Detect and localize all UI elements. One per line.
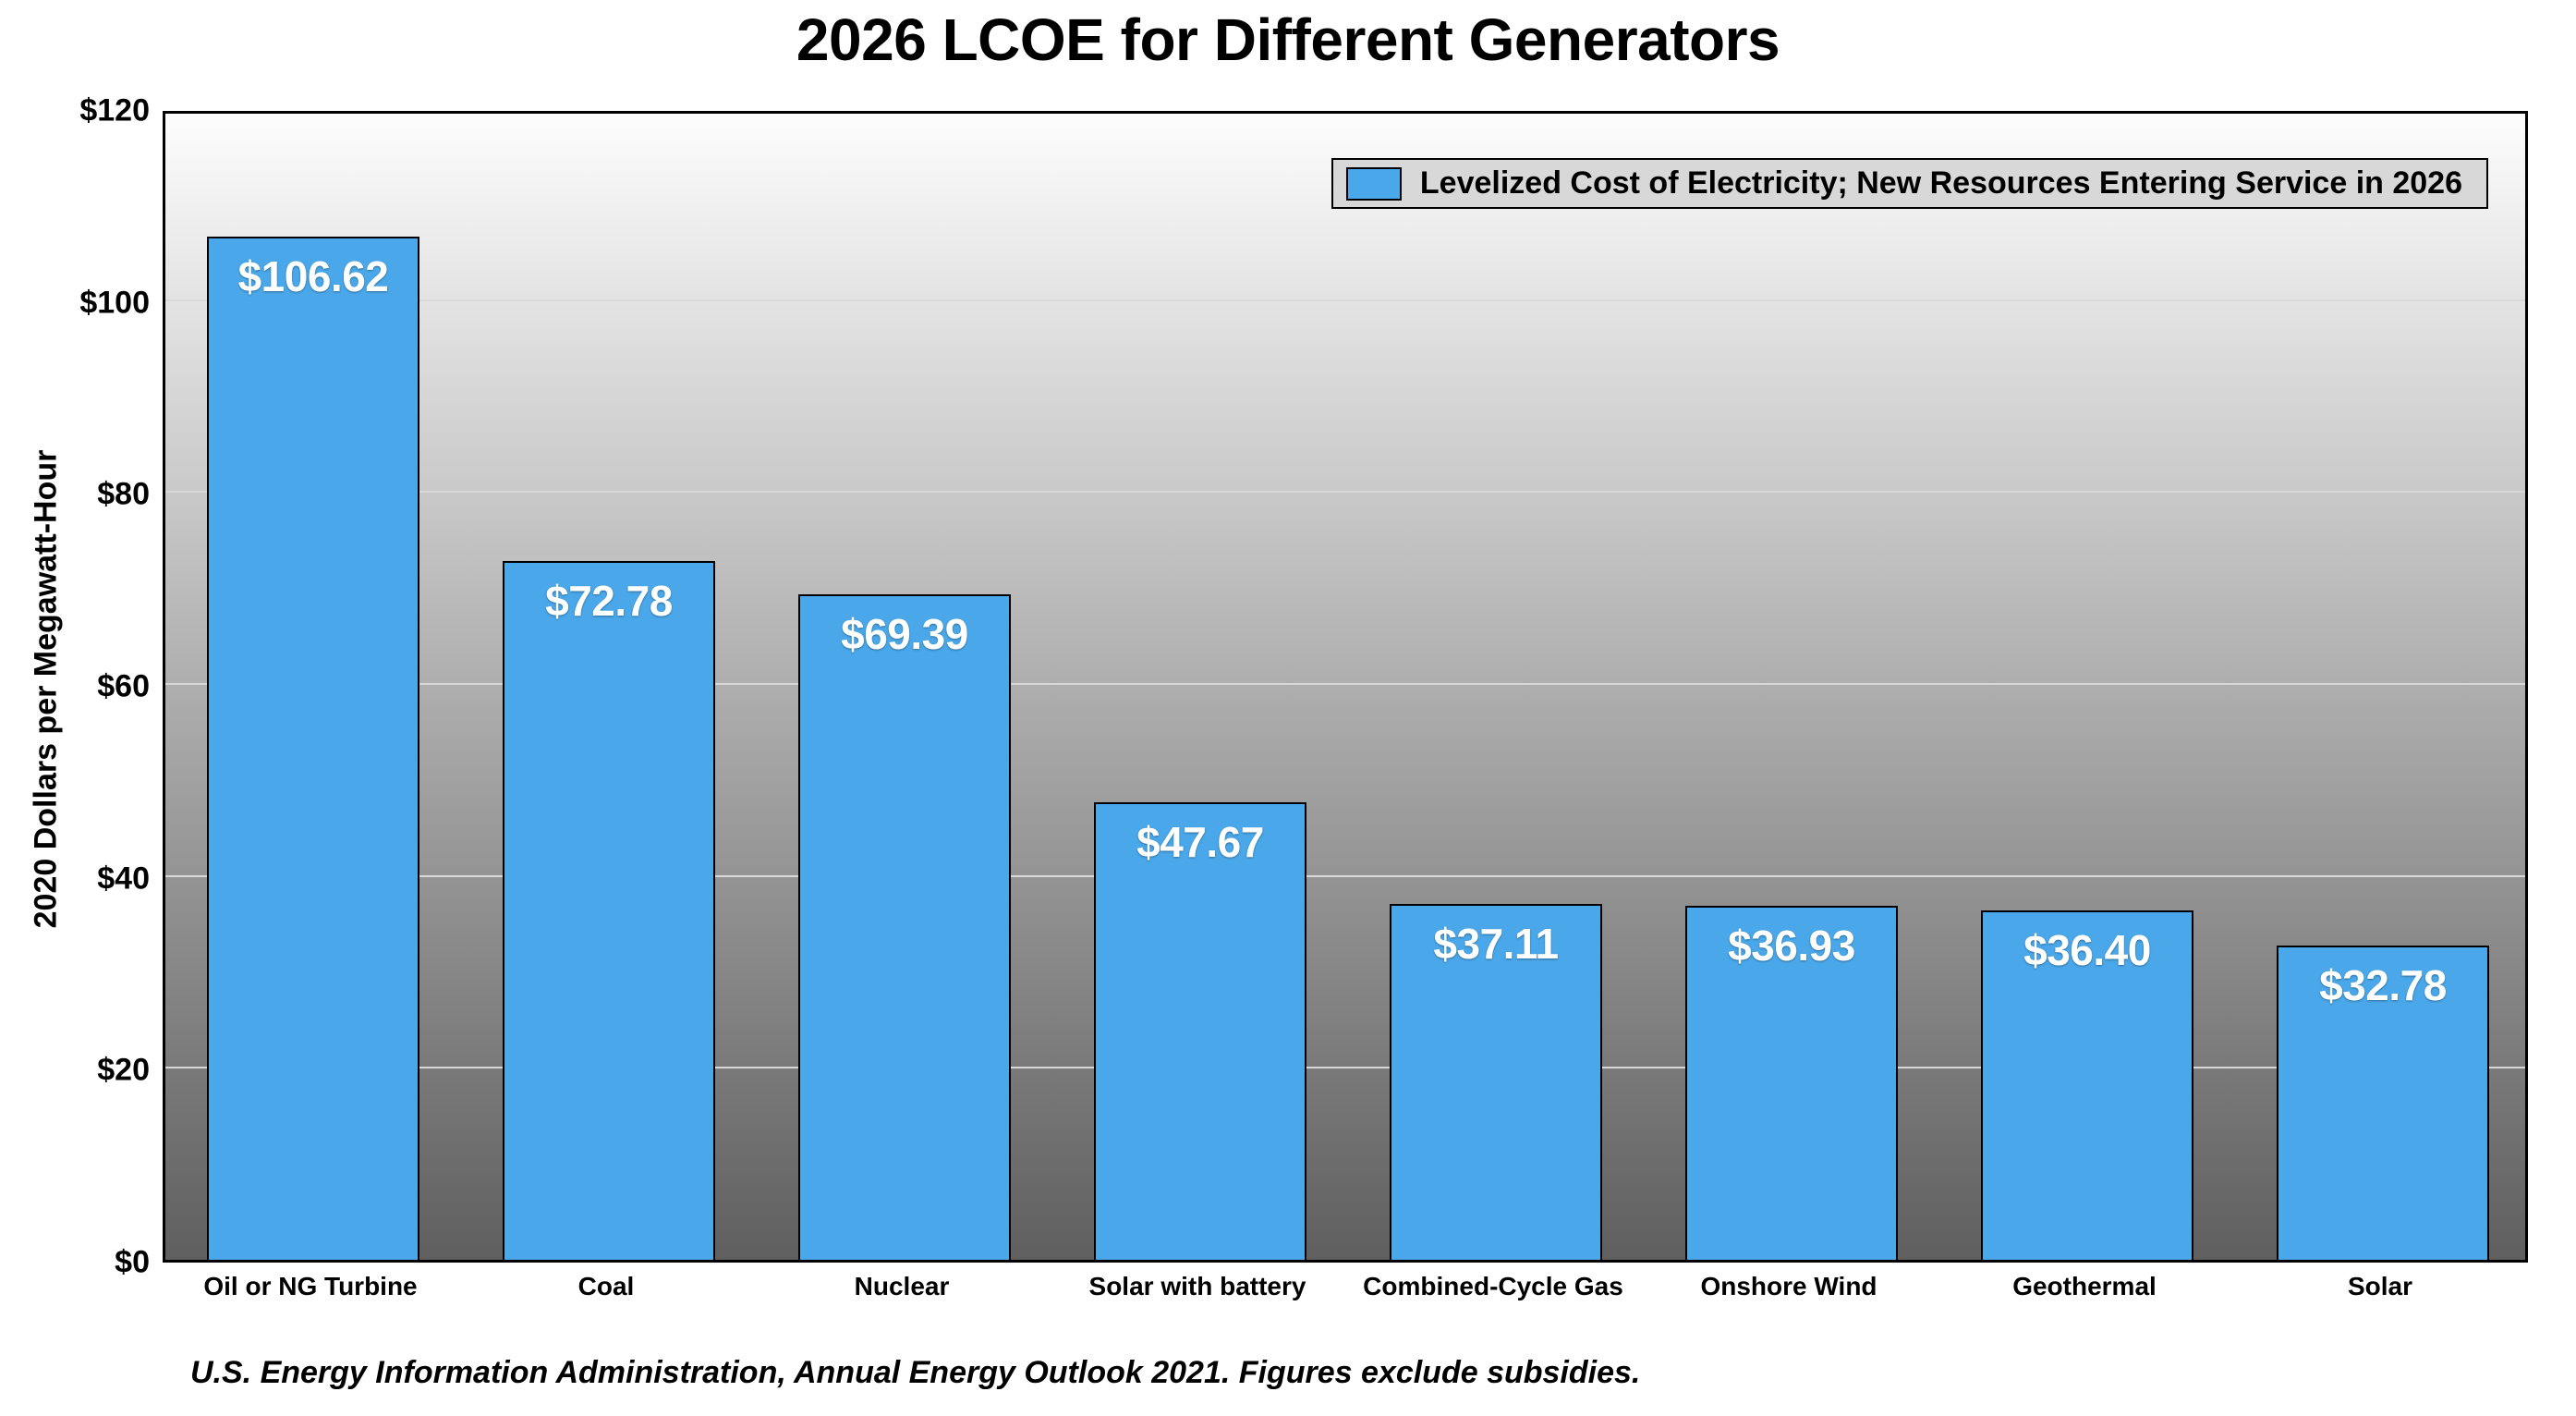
bar-value-label: $72.78 — [545, 576, 673, 626]
bar: $69.39 — [798, 594, 1011, 1260]
bar-value-label: $106.62 — [238, 251, 389, 301]
chart-container: 2026 LCOE for Different Generators 2020 … — [0, 0, 2576, 1416]
legend-swatch — [1346, 167, 1402, 201]
bar-value-label: $32.78 — [2319, 960, 2447, 1010]
bar-value-label: $36.40 — [2023, 925, 2151, 975]
bar-value-label: $69.39 — [841, 609, 968, 659]
y-tick-label: $80 — [97, 477, 150, 513]
bar: $32.78 — [2277, 946, 2489, 1260]
bar: $36.93 — [1685, 906, 1898, 1260]
x-tick-label: Geothermal — [2012, 1272, 2157, 1301]
y-tick-label: $100 — [79, 285, 150, 321]
caption: U.S. Energy Information Administration, … — [190, 1355, 1640, 1391]
y-tick-label: $120 — [79, 93, 150, 129]
x-tick-label: Solar — [2348, 1272, 2412, 1301]
bar-value-label: $47.67 — [1136, 817, 1264, 867]
legend: Levelized Cost of Electricity; New Resou… — [1331, 158, 2488, 209]
bar: $37.11 — [1390, 904, 1602, 1260]
y-tick-label: $20 — [97, 1053, 150, 1089]
x-tick-label: Combined-Cycle Gas — [1363, 1272, 1623, 1301]
y-axis-label: 2020 Dollars per Megawatt-Hour — [29, 114, 65, 1265]
x-tick-label: Onshore Wind — [1700, 1272, 1877, 1301]
gridline — [165, 491, 2525, 493]
bar: $72.78 — [503, 561, 715, 1260]
bar: $106.62 — [207, 237, 419, 1260]
bar-value-label: $36.93 — [1728, 921, 1855, 970]
x-tick-label: Nuclear — [855, 1272, 950, 1301]
x-tick-label: Solar with battery — [1089, 1272, 1306, 1301]
y-tick-label: $0 — [115, 1245, 150, 1281]
bar-value-label: $37.11 — [1433, 919, 1558, 969]
legend-label: Levelized Cost of Electricity; New Resou… — [1420, 165, 2462, 201]
x-tick-label: Oil or NG Turbine — [203, 1272, 417, 1301]
chart-title: 2026 LCOE for Different Generators — [0, 6, 2576, 74]
bar: $47.67 — [1094, 802, 1306, 1260]
gridline — [165, 299, 2525, 301]
y-tick-label: $60 — [97, 669, 150, 705]
x-tick-label: Coal — [578, 1272, 635, 1301]
y-tick-label: $40 — [97, 861, 150, 897]
plot-area: $106.62 $72.78 $69.39 $47.67 $37.11 $36.93 $36… — [163, 111, 2528, 1263]
bar: $36.40 — [1981, 910, 2193, 1260]
